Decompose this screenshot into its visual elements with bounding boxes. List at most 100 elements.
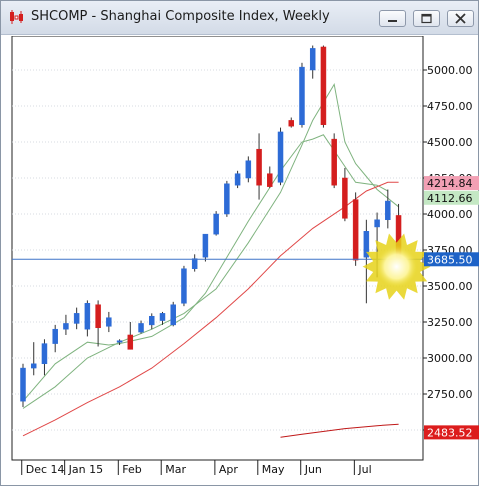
y-tick-label: 3500.00 [427, 280, 473, 293]
candle [191, 254, 198, 272]
price-label-text: 2483.52 [427, 426, 473, 439]
y-tick-label: 3250.00 [427, 316, 473, 329]
x-tick-label: Mar [165, 463, 186, 476]
restore-icon [421, 13, 432, 24]
candle-body [170, 304, 176, 326]
price-label-box [424, 252, 479, 267]
candle [234, 170, 241, 189]
candle-body [374, 219, 380, 228]
x-tick-label: Jul [357, 463, 371, 476]
candle [288, 117, 294, 128]
price-label-box [424, 176, 479, 191]
candlestick-chart[interactable]: 5000.004750.004500.004250.004000.003750.… [11, 36, 479, 485]
candle-body [30, 363, 37, 369]
moving-average-line [280, 423, 399, 438]
close-icon [455, 13, 466, 24]
candle [320, 45, 327, 128]
candle [52, 324, 58, 353]
candle-body [191, 258, 198, 269]
candle [95, 300, 101, 347]
candle-body [52, 328, 58, 344]
moving-average-line [22, 134, 389, 402]
candle-body [288, 120, 294, 127]
candle [267, 166, 273, 189]
candle [202, 233, 209, 262]
title-bar[interactable]: SHCOMP - Shanghai Composite Index, Weekl… [1, 1, 478, 35]
candle [352, 192, 359, 266]
candle-body [41, 343, 48, 365]
candle-body [149, 315, 155, 326]
price-label-box [424, 190, 479, 205]
candle-body [20, 367, 26, 402]
candle [299, 62, 305, 128]
candle [256, 133, 262, 200]
minimize-button[interactable] [379, 10, 406, 27]
candle [159, 311, 166, 325]
candle-body [363, 231, 370, 258]
price-label-box [424, 425, 479, 440]
candle [63, 314, 69, 335]
candle-body [224, 183, 230, 215]
minimize-icon [388, 20, 397, 22]
x-tick-label: Feb [122, 463, 141, 476]
candle-body [277, 131, 284, 183]
candle [127, 322, 134, 350]
candle-body [320, 46, 327, 125]
candle [41, 339, 48, 376]
x-tick-label: May [262, 463, 285, 476]
candle [30, 342, 37, 376]
candle [342, 167, 348, 222]
candle-body [331, 138, 337, 186]
candle [106, 311, 112, 333]
y-tick-label: 4000.00 [427, 208, 473, 221]
candle [149, 313, 155, 330]
candle-body [181, 268, 187, 304]
window-title: SHCOMP - Shanghai Composite Index, Weekl… [31, 9, 330, 24]
candle-body [213, 213, 219, 235]
candle-body [234, 173, 241, 186]
candle [309, 45, 316, 79]
price-labels: 4214.84 4112.66 3685.50 2483.52 [424, 176, 479, 440]
moving-average-line [22, 83, 399, 409]
candle-body [84, 303, 91, 330]
candle [73, 307, 80, 330]
candle-body [385, 200, 391, 221]
candle [213, 211, 219, 236]
y-tick-label: 4750.00 [427, 100, 473, 113]
x-tick-label: Jan 15 [68, 463, 103, 476]
moving-average-line [22, 181, 399, 437]
candlestick-chart-icon [10, 10, 23, 24]
candle-body [299, 66, 305, 125]
candles [20, 45, 402, 407]
close-button[interactable] [447, 10, 474, 27]
candle-body [309, 48, 316, 71]
candle-body [127, 334, 134, 350]
candle [245, 156, 252, 183]
candle-body [267, 173, 273, 187]
candle [84, 300, 91, 337]
candle [20, 363, 26, 407]
candle [331, 133, 337, 189]
x-tick-label: Dec 14 [26, 463, 65, 476]
candle [385, 189, 391, 229]
candle-body [73, 313, 80, 324]
y-axis: 5000.004750.004500.004250.004000.003750.… [423, 64, 473, 437]
highlight-starburst [362, 233, 431, 300]
x-axis: Dec 14 Jan 15 Feb Mar Apr May Jun Jul [21, 460, 372, 476]
candle [170, 301, 176, 327]
y-tick-label: 5000.00 [427, 64, 473, 77]
candle-body [256, 148, 262, 186]
starburst-core [374, 244, 419, 289]
candle [181, 265, 187, 307]
candle-body [342, 177, 348, 219]
price-label-text: 3685.50 [427, 253, 473, 266]
price-label-text: 4112.66 [427, 192, 473, 205]
candle [277, 127, 284, 186]
restore-button[interactable] [413, 10, 440, 27]
candle-body [202, 233, 209, 258]
plot-area [11, 36, 424, 461]
candle [116, 339, 123, 346]
candle [363, 219, 370, 304]
candle-body [116, 340, 123, 343]
